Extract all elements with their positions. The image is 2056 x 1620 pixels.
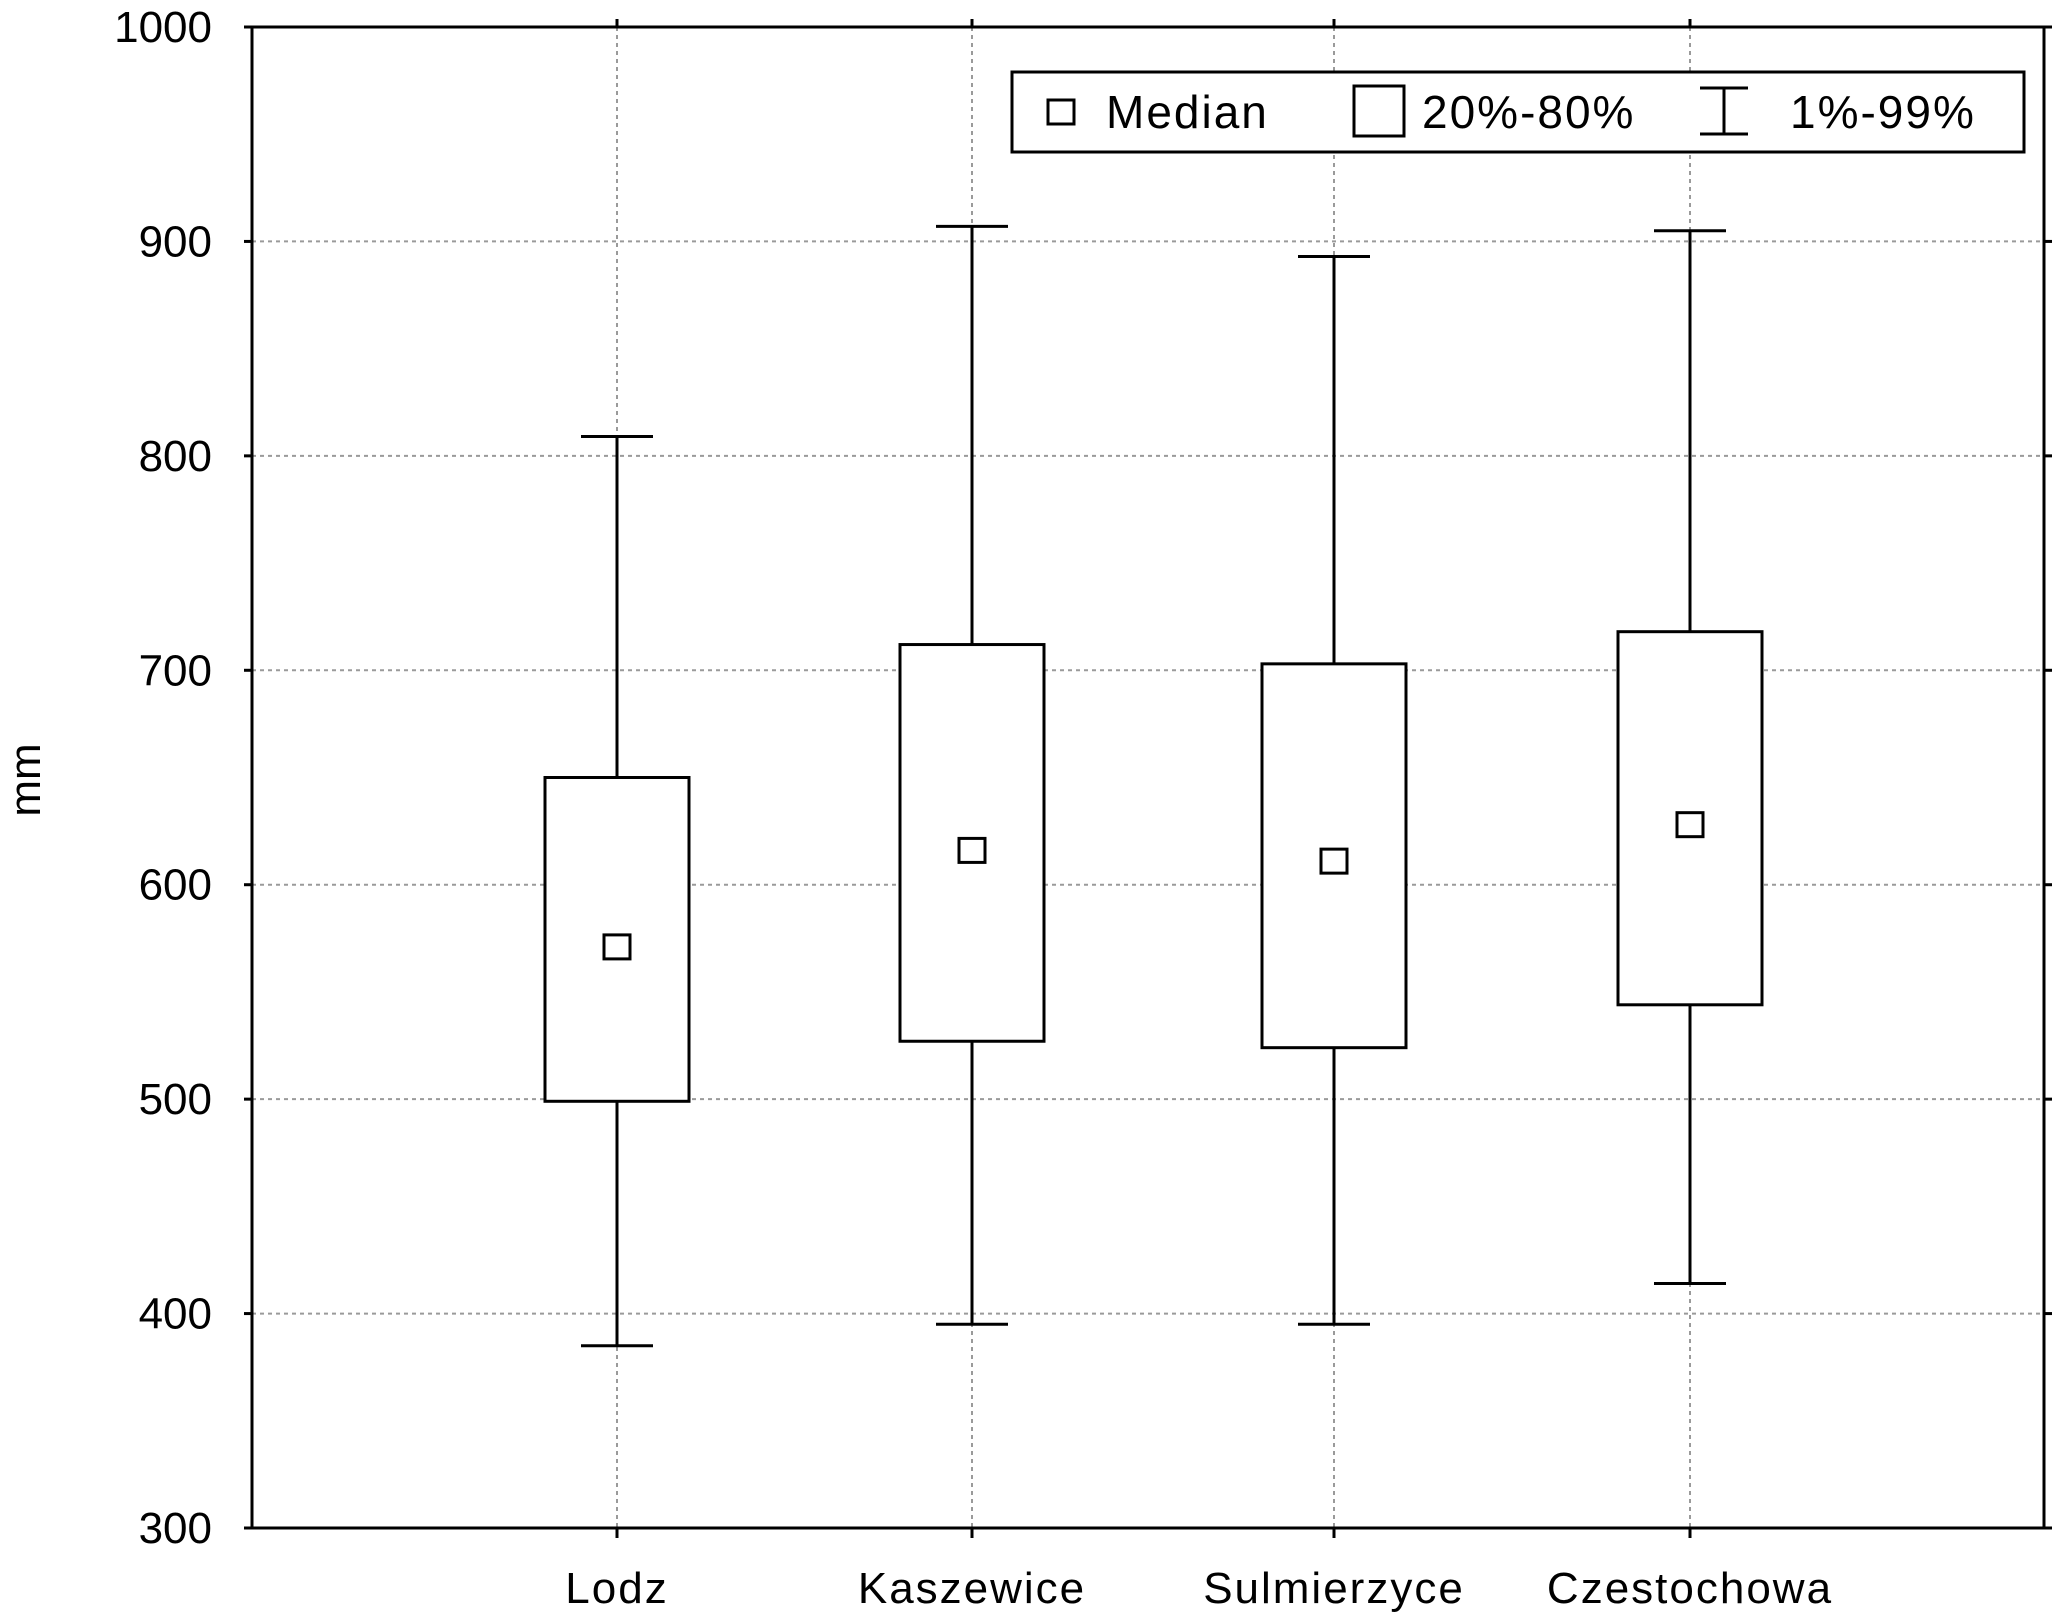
grid-lines <box>252 27 2044 1528</box>
box-group <box>898 224 1046 1326</box>
y-tick-label-1000: 1000 <box>114 3 212 52</box>
median-marker <box>602 933 632 961</box>
legend-box-icon <box>1352 84 1406 138</box>
legend: Median 20%-80% 1%-99% <box>1010 70 2026 154</box>
legend-whisker-icon <box>1700 86 1748 136</box>
y-tick-label-700: 700 <box>139 646 212 695</box>
axis-ticks: 300 400 500 600 700 800 900 1000 Lodz Kaszewice Su… <box>114 3 2052 1613</box>
plot-area-frame <box>250 25 2046 1530</box>
y-tick-label-300: 300 <box>139 1504 212 1553</box>
y-tick-label-400: 400 <box>139 1290 212 1339</box>
legend-median-icon <box>1046 98 1076 126</box>
y-tick-label-500: 500 <box>139 1075 212 1124</box>
box-group <box>543 435 691 1348</box>
x-category-label: Czestochowa <box>1547 1564 1833 1613</box>
y-tick-label-600: 600 <box>139 861 212 910</box>
y-tick-label-800: 800 <box>139 432 212 481</box>
median-marker <box>1675 811 1705 839</box>
y-tick-label-900: 900 <box>139 217 212 266</box>
y-axis-title: mm <box>1 743 50 816</box>
median-marker <box>957 836 987 864</box>
x-category-label: Lodz <box>565 1564 668 1613</box>
box-group <box>1616 229 1764 1286</box>
legend-whisker-label: 1%-99% <box>1790 86 1976 138</box>
box-group <box>1260 254 1408 1326</box>
box-series <box>543 224 1764 1348</box>
legend-median-label: Median <box>1106 86 1269 138</box>
legend-frame <box>1010 70 2026 154</box>
median-marker <box>1319 847 1349 875</box>
x-category-label: Kaszewice <box>858 1564 1086 1613</box>
legend-box-label: 20%-80% <box>1422 86 1635 138</box>
x-category-label: Sulmierzyce <box>1203 1564 1465 1613</box>
